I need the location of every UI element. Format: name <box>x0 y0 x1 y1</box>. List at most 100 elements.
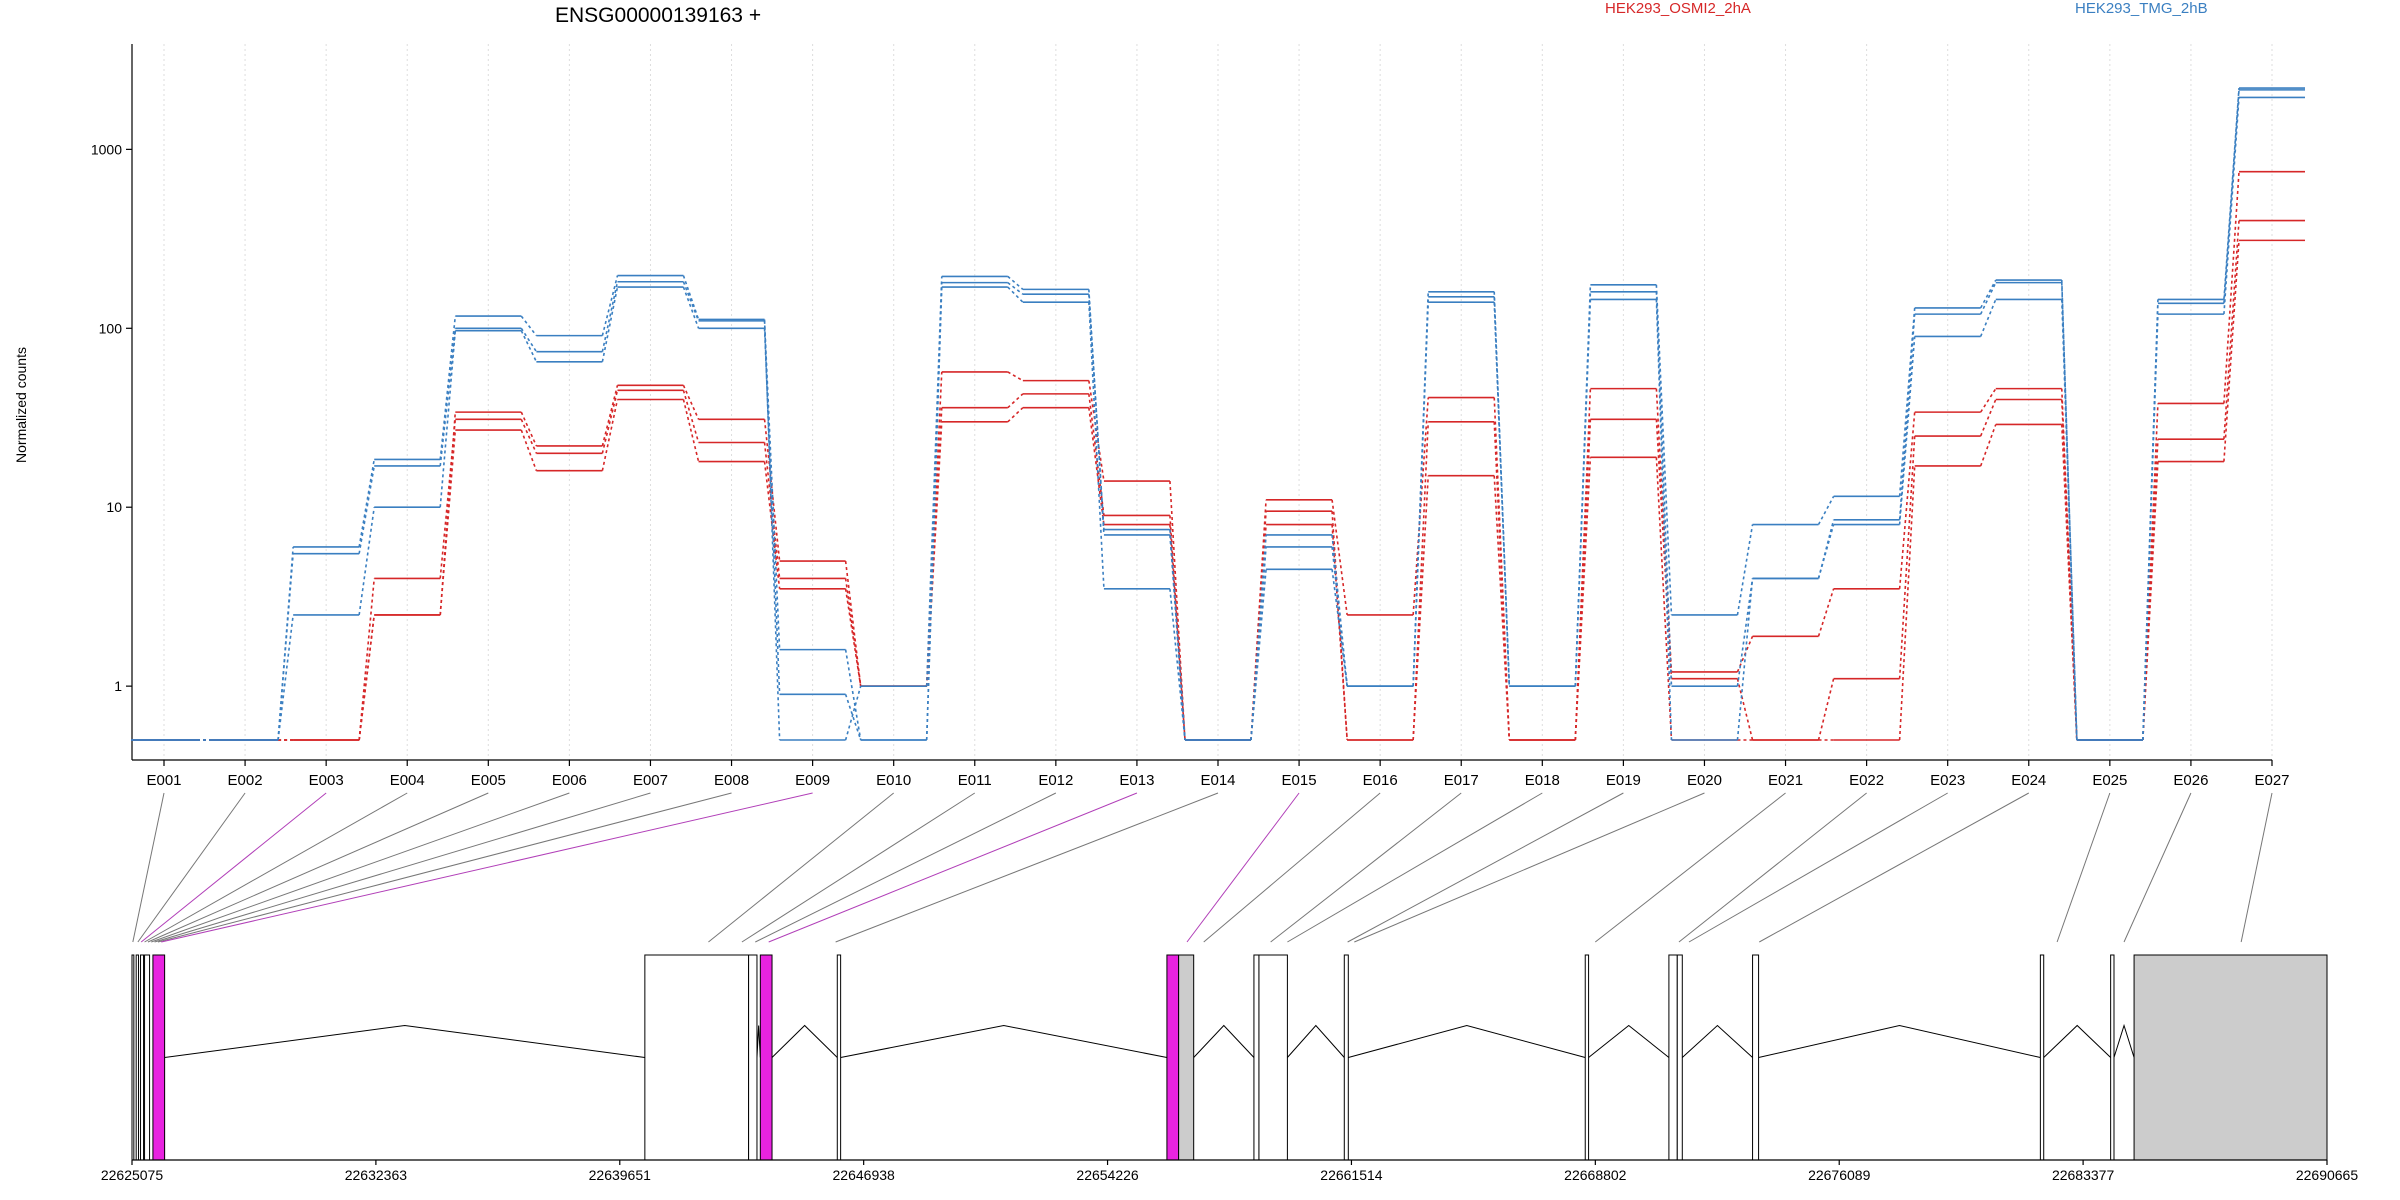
series-connector <box>520 411 538 447</box>
exon-link <box>140 792 327 943</box>
y-tick-label: 1 <box>114 678 122 694</box>
series-connector <box>2060 424 2078 741</box>
exon-label: E017 <box>1444 772 1479 789</box>
series-connector <box>1007 393 1024 409</box>
exon-block <box>144 954 151 1161</box>
series-connector <box>1736 678 1754 741</box>
exon-block <box>1166 954 1180 1161</box>
series-connector <box>2060 299 2078 741</box>
exon-label: E023 <box>1930 772 1965 789</box>
series-lines <box>131 87 2305 741</box>
exon-link <box>2240 792 2273 943</box>
exon-link <box>1688 792 1948 943</box>
legend-entry-tmg: HEK293_TMG_2hB <box>2075 0 2208 17</box>
series-connector <box>1331 534 1348 687</box>
series-5 <box>131 96 2305 741</box>
series-connector <box>1250 569 1267 741</box>
exon-link <box>2056 792 2111 943</box>
exon-link <box>137 792 246 943</box>
series-connector <box>358 465 376 554</box>
intron <box>1193 1024 1255 1058</box>
exon-link-lines <box>132 792 2273 943</box>
coord-tick-label: 22625075 <box>101 1167 164 1183</box>
exon-label: E019 <box>1606 772 1641 789</box>
series-connector <box>1979 282 1997 315</box>
exon-label: E006 <box>552 772 587 789</box>
exon-link <box>1287 792 1543 943</box>
series-connector <box>2223 240 2240 462</box>
series-connector <box>1898 314 1916 520</box>
exon-label: E007 <box>633 772 668 789</box>
series-connector <box>682 385 700 420</box>
series-connector <box>844 685 862 741</box>
exon-label: E013 <box>1119 772 1154 789</box>
coord-tick-label: 22668802 <box>1564 1167 1627 1183</box>
series-connector <box>439 429 457 616</box>
coord-tick-label: 22646938 <box>833 1167 896 1183</box>
series-connector <box>1493 475 1511 741</box>
series-connector <box>1169 529 1186 741</box>
exon-label: E022 <box>1849 772 1884 789</box>
exon-link <box>1347 792 1624 943</box>
series-connector <box>763 319 781 741</box>
exon-label: E026 <box>2173 772 2208 789</box>
exon-block <box>135 954 140 1161</box>
exon-block <box>836 954 842 1161</box>
series-connector <box>439 330 457 508</box>
exon-block <box>1584 954 1590 1161</box>
coord-tick-label: 22632363 <box>345 1167 408 1183</box>
series-connector <box>520 327 538 353</box>
exon-link <box>755 792 1057 943</box>
exon-block <box>2133 954 2328 1161</box>
series-connector <box>1412 421 1430 741</box>
exon-block <box>1253 954 1260 1161</box>
series-connector <box>2223 97 2240 315</box>
series-connector <box>1250 546 1267 741</box>
series-connector <box>2142 461 2159 741</box>
series-connector <box>1979 279 1997 309</box>
series-connector <box>601 286 619 362</box>
exon-link <box>151 792 570 943</box>
intron <box>2113 1023 2135 1058</box>
series-connector <box>1331 499 1348 616</box>
series-connector <box>601 281 619 352</box>
series-connector <box>925 276 943 687</box>
series-connector <box>1088 302 1105 589</box>
series-connector <box>520 315 538 337</box>
exon-label: E009 <box>795 772 830 789</box>
exon-link <box>1594 792 1786 943</box>
series-connector <box>2142 314 2159 741</box>
y-tick-label: 10 <box>106 499 122 515</box>
intron <box>1681 1024 1753 1058</box>
y-axis-label: Normalized counts <box>13 347 29 463</box>
y-tick-label: 1000 <box>91 141 122 157</box>
exon-label: E004 <box>390 772 425 789</box>
series-connector <box>925 287 943 741</box>
exon-label: E002 <box>228 772 263 789</box>
series-connector <box>1007 371 1024 382</box>
series-connector <box>601 390 619 454</box>
series-connector <box>358 507 376 616</box>
series-connector <box>1331 569 1348 687</box>
series-connector <box>277 614 294 741</box>
exon-link <box>157 792 732 943</box>
series-connector <box>1817 588 1835 637</box>
exon-block <box>1178 954 1195 1161</box>
exon-label: E005 <box>471 772 506 789</box>
exon-label: E011 <box>958 772 992 789</box>
coord-tick-label: 22690665 <box>2296 1167 2359 1183</box>
coord-tick-label: 22654226 <box>1076 1167 1139 1183</box>
series-connector <box>1007 407 1024 423</box>
series-connector <box>1980 388 1997 413</box>
exon-block <box>1752 954 1760 1161</box>
exon-block <box>1258 954 1288 1161</box>
series-connector <box>682 390 700 443</box>
exon-link <box>708 792 895 943</box>
series-connector <box>763 320 781 650</box>
series-connector <box>1169 588 1186 741</box>
series-connector <box>682 281 700 322</box>
intron <box>2043 1024 2111 1058</box>
series-connector <box>1412 302 1430 687</box>
series-connector <box>1493 397 1511 741</box>
